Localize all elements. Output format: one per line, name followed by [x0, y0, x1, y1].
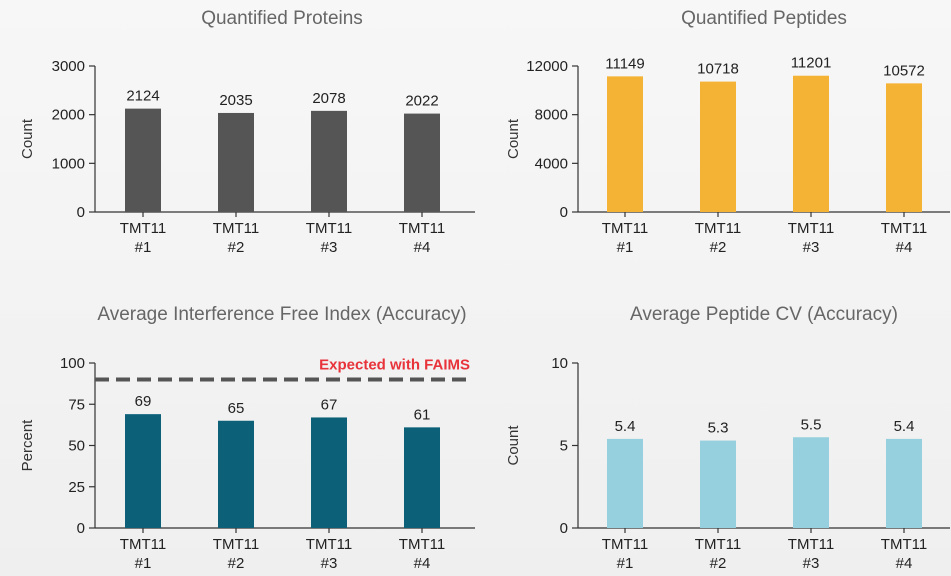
x-tick-label: #2 — [228, 239, 245, 256]
bar-value-label: 69 — [135, 393, 152, 410]
chart-title: Quantified Proteins — [201, 8, 363, 29]
bar — [793, 437, 829, 528]
bar-value-label: 2022 — [405, 93, 438, 110]
y-tick-label: 1000 — [52, 155, 85, 172]
bar-value-label: 65 — [228, 400, 245, 417]
chart-title: Average Interference Free Index (Accurac… — [97, 304, 466, 325]
x-tick-label: #1 — [617, 555, 634, 572]
reference-line-label: Expected with FAIMS — [319, 357, 470, 374]
x-tick-label: TMT11 — [602, 536, 648, 553]
bar — [607, 76, 643, 212]
x-tick-label: TMT11 — [788, 536, 834, 553]
x-tick-label: TMT11 — [695, 220, 741, 237]
bar — [607, 438, 643, 528]
x-tick-label: TMT11 — [213, 536, 259, 553]
x-tick-label: TMT11 — [881, 536, 927, 553]
x-tick-label: #3 — [321, 555, 338, 572]
x-tick-label: #4 — [896, 555, 913, 572]
x-tick-label: #1 — [135, 239, 152, 256]
x-tick-label: #1 — [617, 239, 634, 256]
bar — [700, 440, 736, 528]
x-tick-label: #1 — [135, 555, 152, 572]
x-tick-label: #3 — [803, 555, 820, 572]
x-tick-label: #2 — [228, 555, 245, 572]
chart-panel-interference-free-index: Average Interference Free Index (Accurac… — [19, 304, 475, 572]
bar-value-label: 5.4 — [615, 418, 636, 435]
x-tick-label: #2 — [710, 555, 727, 572]
y-tick-label: 2000 — [52, 107, 85, 124]
x-tick-label: #3 — [803, 239, 820, 256]
chart-title: Average Peptide CV (Accuracy) — [630, 304, 898, 325]
y-tick-label: 0 — [560, 520, 568, 537]
y-axis-label: Count — [505, 118, 522, 159]
x-tick-label: TMT11 — [788, 220, 834, 237]
bar-value-label: 2035 — [219, 92, 252, 109]
y-tick-label: 4000 — [535, 155, 568, 172]
y-tick-label: 50 — [68, 438, 85, 455]
y-tick-label: 0 — [77, 204, 85, 221]
bar — [218, 112, 254, 212]
x-tick-label: #3 — [321, 239, 338, 256]
chart-panel-peptide-cv: Average Peptide CV (Accuracy) Count 0 5 10 5.… — [505, 304, 950, 572]
bar — [125, 414, 161, 528]
bar — [311, 110, 347, 212]
x-tick-label: TMT11 — [399, 536, 445, 553]
y-axis-label: Percent — [19, 419, 36, 472]
bar-value-label: 5.5 — [801, 416, 822, 433]
y-tick-label: 100 — [60, 355, 85, 372]
y-axis-label: Count — [505, 425, 522, 466]
bar — [218, 420, 254, 528]
bar-value-label: 11201 — [791, 55, 832, 72]
x-tick-label: TMT11 — [602, 220, 648, 237]
bar-value-label: 11149 — [605, 55, 645, 72]
chart-panel-quantified-proteins: Quantified Proteins Count 0 1000 2000 3000 212… — [19, 8, 475, 256]
x-tick-label: #4 — [896, 239, 913, 256]
x-tick-label: TMT11 — [306, 536, 352, 553]
bar-value-label: 5.4 — [894, 418, 915, 435]
x-tick-label: #4 — [414, 555, 431, 572]
bar-value-label: 61 — [414, 406, 431, 423]
y-tick-label: 8000 — [535, 107, 568, 124]
x-tick-label: #2 — [710, 239, 727, 256]
chart-title: Quantified Peptides — [681, 8, 847, 29]
x-tick-label: TMT11 — [306, 220, 352, 237]
bar — [793, 75, 829, 213]
x-tick-label: TMT11 — [213, 220, 259, 237]
bar-value-label: 10572 — [883, 62, 925, 79]
bar — [700, 81, 736, 213]
bar — [404, 113, 440, 212]
x-tick-label: #4 — [414, 239, 431, 256]
y-tick-label: 0 — [77, 520, 85, 537]
bar-value-label: 67 — [321, 396, 338, 413]
x-tick-label: TMT11 — [120, 220, 166, 237]
x-tick-label: TMT11 — [120, 536, 166, 553]
y-tick-label: 5 — [560, 438, 568, 455]
bar — [404, 427, 440, 528]
bar-value-label: 2078 — [312, 90, 345, 107]
x-tick-label: TMT11 — [881, 220, 927, 237]
bar-value-label: 5.3 — [708, 420, 729, 437]
y-tick-label: 3000 — [52, 58, 85, 75]
y-tick-label: 10 — [551, 355, 568, 372]
bar-value-label: 2124 — [126, 88, 159, 105]
y-axis-label: Count — [19, 118, 36, 159]
y-tick-label: 25 — [68, 479, 85, 496]
y-tick-label: 12000 — [526, 58, 568, 75]
y-tick-label: 0 — [560, 204, 568, 221]
bar — [125, 108, 161, 212]
x-tick-label: TMT11 — [399, 220, 445, 237]
bar — [886, 83, 922, 213]
x-tick-label: TMT11 — [695, 536, 741, 553]
bar-value-label: 10718 — [697, 61, 739, 78]
bar — [311, 417, 347, 528]
chart-panel-quantified-peptides: Quantified Peptides Count 0 4000 8000 12000 11… — [505, 8, 950, 256]
bar — [886, 438, 922, 528]
y-tick-label: 75 — [68, 396, 85, 413]
